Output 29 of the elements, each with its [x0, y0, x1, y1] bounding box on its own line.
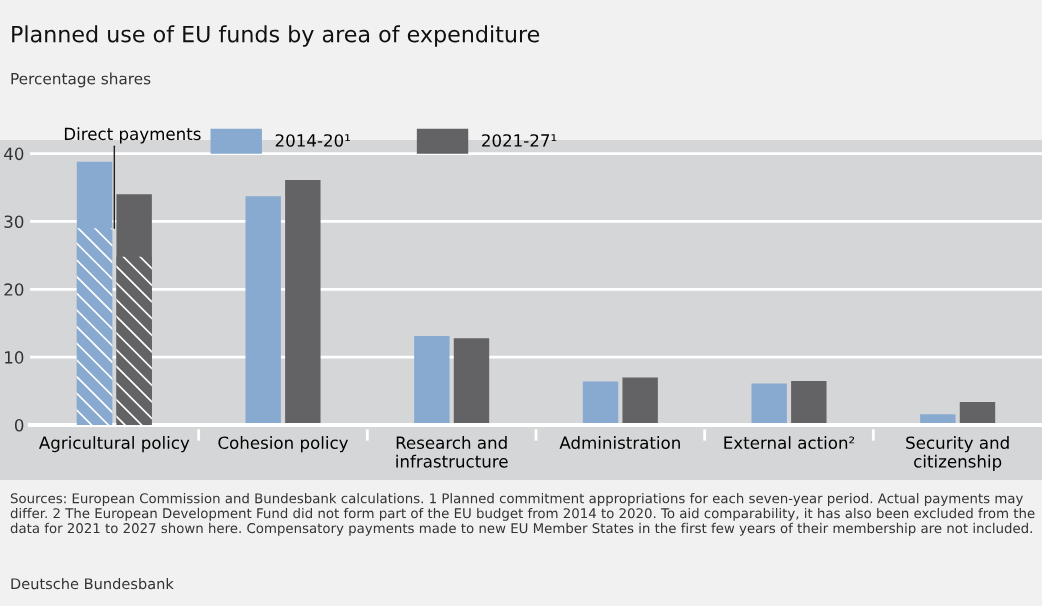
- bar: [453, 338, 490, 425]
- x-tick-label: Agricultural policy: [38, 436, 190, 453]
- legend-label: 2021-27¹: [482, 134, 557, 147]
- x-tick-label: Cohesion policy: [218, 436, 349, 453]
- bar: [414, 336, 450, 425]
- bar: [116, 256, 152, 425]
- bar: [751, 383, 787, 425]
- bar: [245, 196, 281, 425]
- x-tick-label: Research and infrastructure: [396, 436, 508, 468]
- y-tick-label: 20: [4, 283, 24, 296]
- chart-subtitle: Percentage shares: [11, 72, 151, 88]
- y-tick-label: 0: [14, 418, 24, 432]
- source-note: Sources: European Commission and Bundesbank calculations. 1 Planned commitment appropriations for each seven-year period. Actual payments may differ. 2 The European Development Fund did not form part of the EU budget from 2014 to 2020. To aid comparability, it has also been excluded from the data for 2021 to 2027 shown here. Compensatory payments made to new EU Member States in the first few years of their membership are not included.: [10, 493, 1035, 536]
- bar: [582, 381, 619, 425]
- bar: [622, 377, 658, 425]
- x-tick-label: External action²: [724, 436, 855, 450]
- x-tick-label: Security and citizenship: [906, 436, 1009, 471]
- bar: [791, 380, 827, 425]
- y-tick-label: 40: [4, 147, 24, 161]
- chart-title: Planned use of EU funds by area of expenditure: [12, 25, 540, 47]
- bar: [76, 228, 113, 425]
- y-tick-label: 30: [4, 215, 24, 228]
- bar: [959, 401, 996, 425]
- bar: [285, 180, 321, 425]
- annotation: Direct payments: [64, 127, 201, 144]
- y-tick-label: 10: [5, 351, 24, 364]
- legend-label: 2014-20¹: [275, 134, 350, 147]
- x-tick-label: Administration: [559, 436, 680, 450]
- text: Deutsche Bundesbank: [11, 577, 174, 590]
